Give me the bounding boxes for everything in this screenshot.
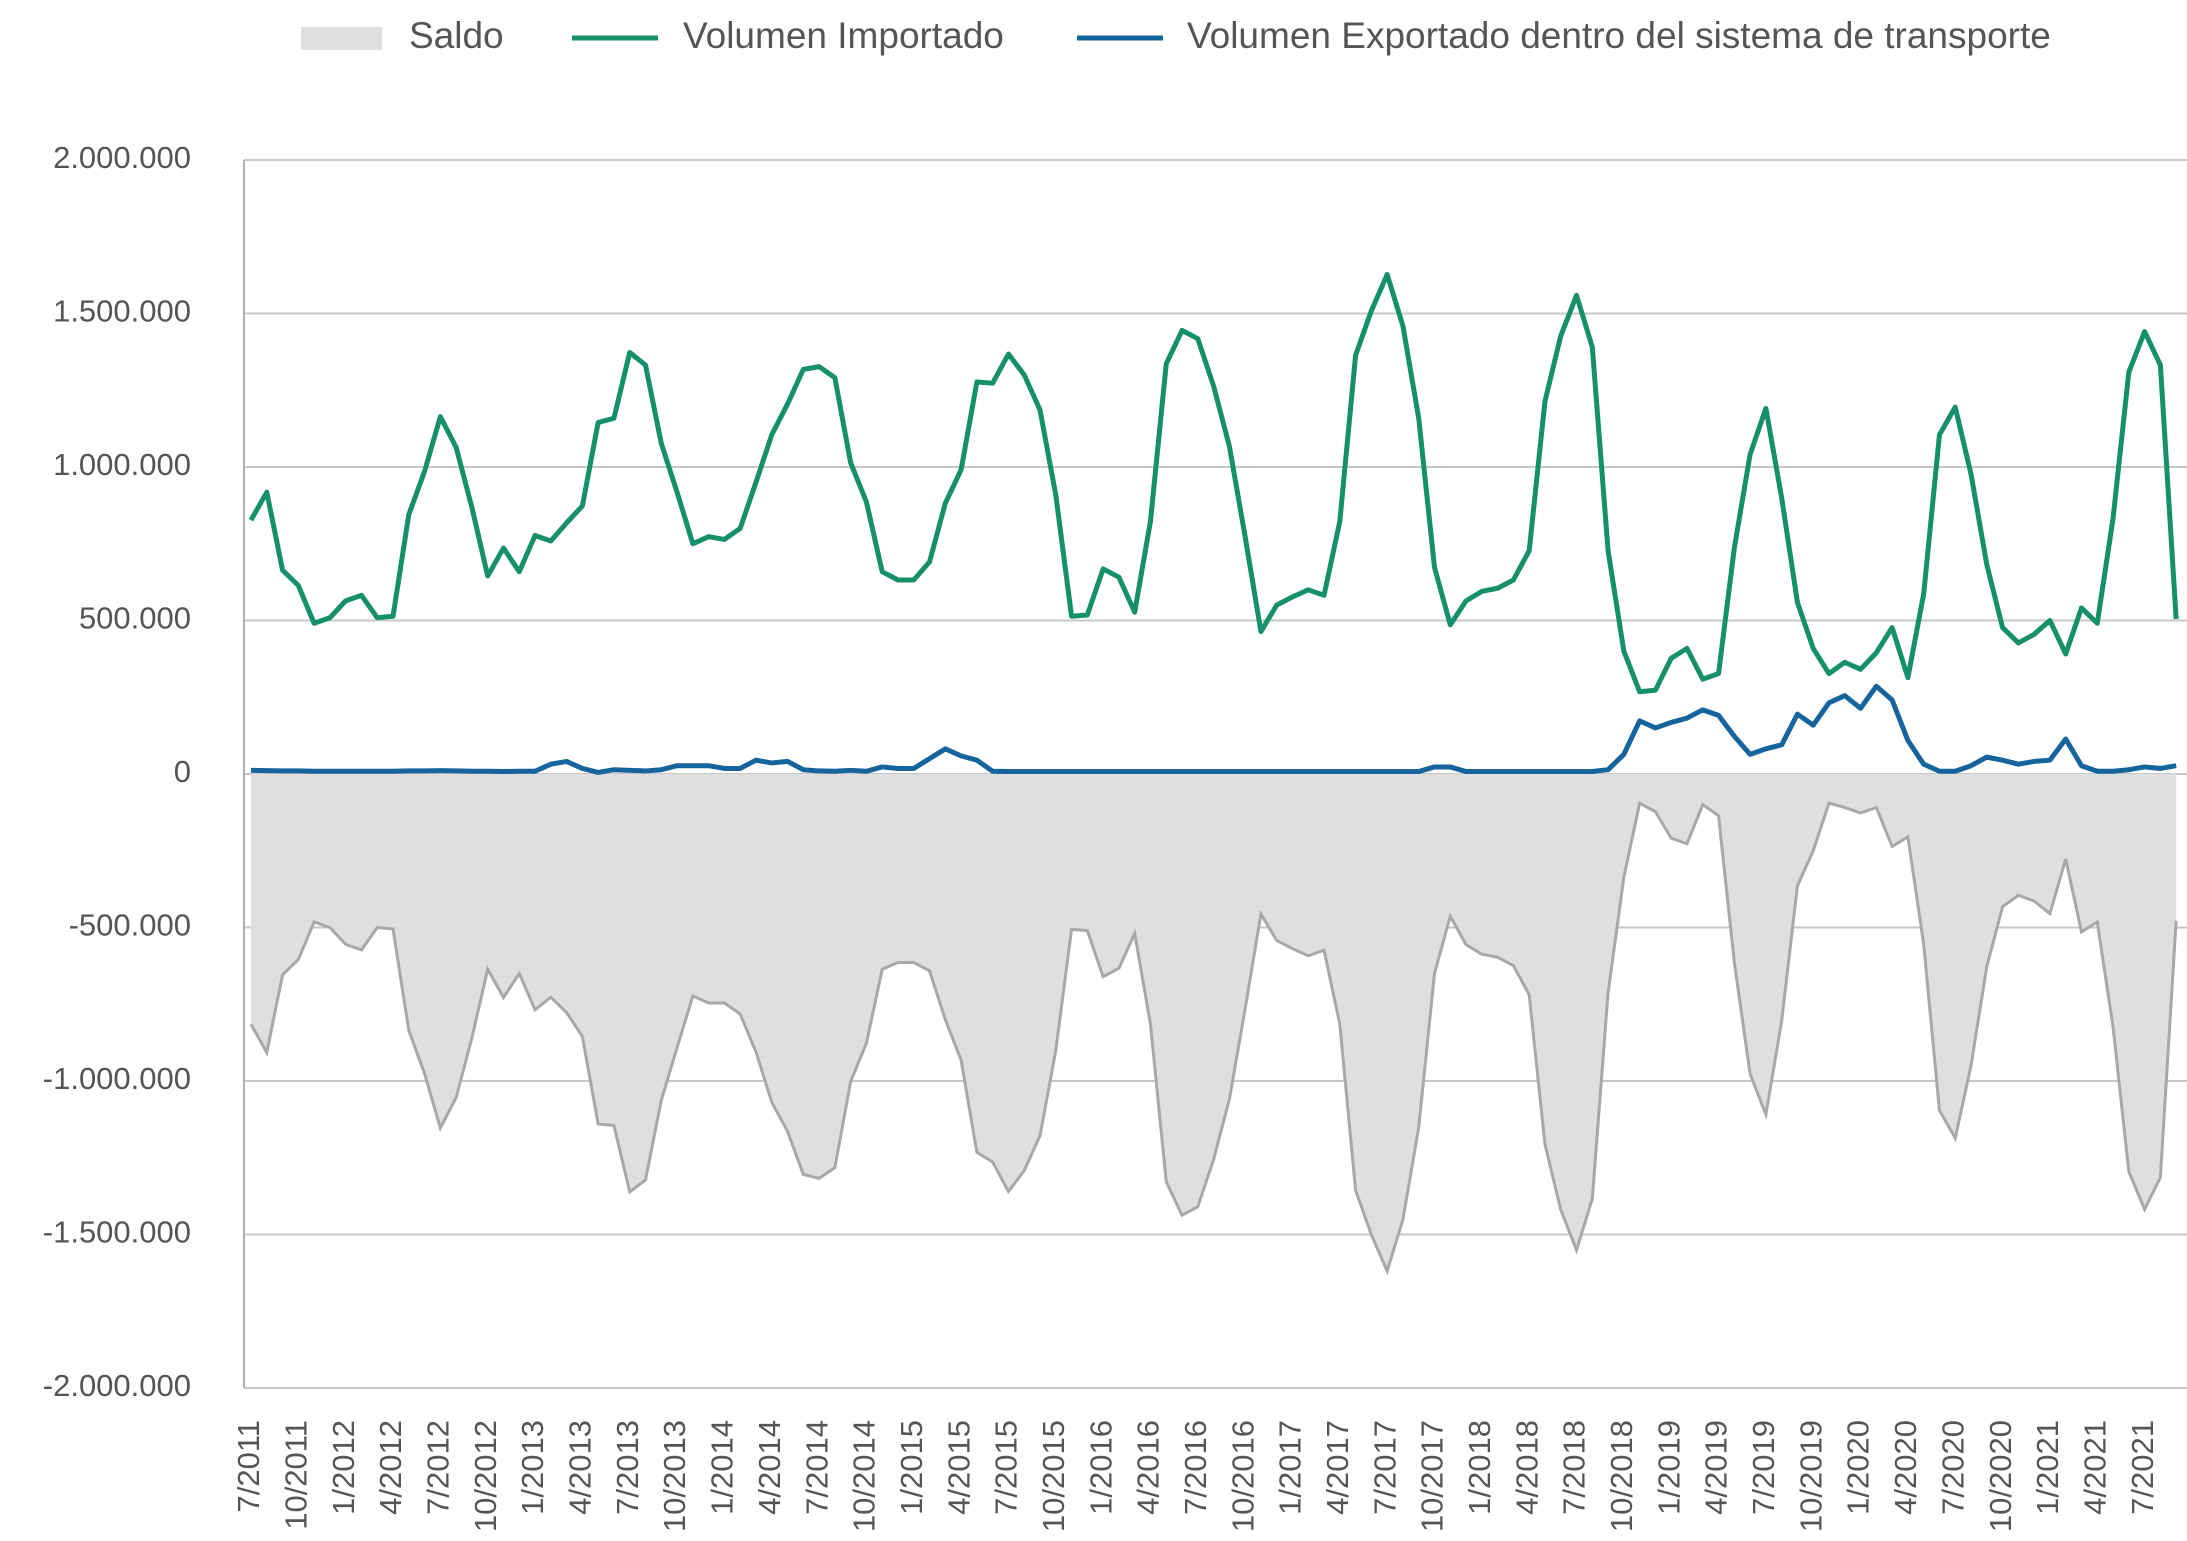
x-tick-label: 4/2013 [563,1420,598,1515]
x-tick-label: 7/2021 [2125,1420,2160,1515]
y-tick-label: -500.000 [69,908,191,943]
x-tick-label: 10/2019 [1793,1420,1828,1532]
y-tick-label: -1.500.000 [43,1215,191,1250]
x-tick-label: 1/2015 [894,1420,929,1515]
area [251,774,2177,1272]
x-tick-label: 1/2021 [2030,1420,2065,1515]
x-tick-label: 4/2014 [752,1420,787,1515]
x-tick-label: 10/2020 [1983,1420,2018,1532]
x-tick-label: 1/2018 [1462,1420,1497,1515]
x-tick-label: 10/2017 [1415,1420,1450,1532]
x-tick-label: 4/2020 [1888,1420,1923,1515]
x-tick-label: 10/2016 [1225,1420,1260,1532]
x-tick-label: 4/2015 [941,1420,976,1515]
y-tick-label: 1.500.000 [53,294,191,329]
x-tick-label: 7/2013 [610,1420,645,1515]
x-tick-label: 1/2012 [326,1420,361,1515]
x-tick-label: 1/2014 [705,1420,740,1515]
x-tick-label: 7/2015 [989,1420,1024,1515]
x-tick-label: 4/2012 [373,1420,408,1515]
x-tick-label: 4/2019 [1699,1420,1734,1515]
x-tick-label: 7/2019 [1746,1420,1781,1515]
legend-label: Volumen Importado [683,15,1004,56]
x-tick-label: 4/2016 [1131,1420,1166,1515]
x-tick-label: 10/2013 [657,1420,692,1532]
y-tick-label: 1.000.000 [53,447,191,482]
x-tick-label: 7/2012 [421,1420,456,1515]
y-tick-label: 500.000 [79,601,191,636]
x-tick-label: 7/2014 [799,1420,834,1515]
x-tick-label: 7/2016 [1178,1420,1213,1515]
line [250,683,2177,775]
x-tick-label: 1/2013 [515,1420,550,1515]
x-tick-label: 4/2021 [2077,1420,2112,1515]
x-tick-label: 10/2012 [468,1420,503,1532]
y-tick-label: -2.000.000 [43,1368,191,1403]
y-tick-label: 2.000.000 [53,140,191,175]
x-tick-label: 1/2017 [1273,1420,1308,1515]
x-tick-label: 7/2020 [1935,1420,1970,1515]
x-tick-label: 4/2018 [1509,1420,1544,1515]
y-tick-label: 0 [174,754,191,789]
line [248,272,2179,695]
x-tick-label: 10/2011 [279,1420,314,1530]
legend-label: Volumen Exportado dentro del sistema de … [1187,15,2051,56]
legend-swatch [301,27,382,50]
x-tick-label: 7/2018 [1557,1420,1592,1515]
x-tick-label: 10/2015 [1036,1420,1071,1532]
x-tick-label: 1/2020 [1841,1420,1876,1515]
x-tick-label: 7/2011 [231,1420,266,1513]
area-edge [249,800,2178,1276]
legend-label: Saldo [409,15,504,56]
y-tick-label: -1.000.000 [43,1061,191,1096]
x-tick-label: 10/2018 [1604,1420,1639,1532]
x-tick-label: 1/2019 [1651,1420,1686,1515]
x-tick-label: 10/2014 [847,1420,882,1532]
x-tick-label: 4/2017 [1320,1420,1355,1515]
x-tick-label: 7/2017 [1367,1420,1402,1515]
x-tick-label: 1/2016 [1083,1420,1118,1515]
